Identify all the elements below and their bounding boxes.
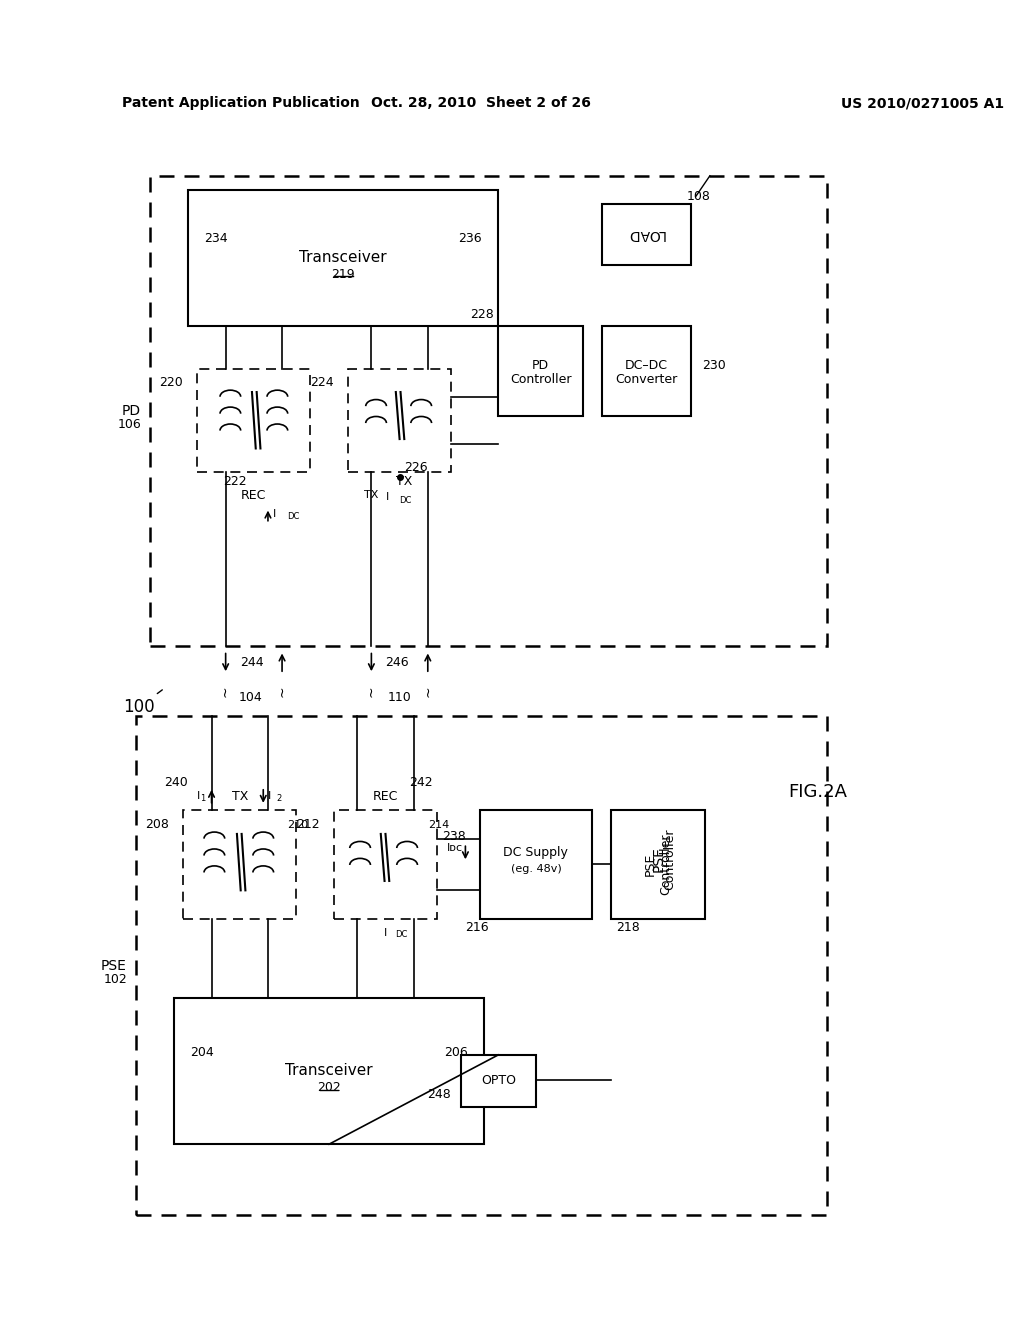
Text: 110: 110 [388,692,412,704]
FancyBboxPatch shape [188,190,499,326]
Text: DC–DC: DC–DC [625,359,668,372]
Text: DC Supply: DC Supply [504,846,568,859]
Text: 1: 1 [200,793,205,803]
Text: Iᴅᴄ: Iᴅᴄ [446,843,463,853]
Text: I: I [197,791,201,801]
Text: PSE: PSE [651,846,666,873]
Text: 226: 226 [404,461,428,474]
Text: 248: 248 [428,1088,452,1101]
Text: Transceiver: Transceiver [299,249,387,265]
Text: I: I [268,791,271,801]
Text: ~: ~ [421,685,435,697]
Text: Patent Application Publication: Patent Application Publication [122,96,360,111]
Text: REC: REC [373,789,398,803]
Text: PD: PD [532,359,549,372]
Text: 108: 108 [686,190,711,203]
Text: 208: 208 [145,818,169,832]
Text: 236: 236 [459,232,482,246]
Text: Transceiver: Transceiver [286,1064,373,1078]
Text: 216: 216 [465,921,489,935]
FancyBboxPatch shape [479,810,592,919]
FancyBboxPatch shape [174,998,484,1144]
Text: TX: TX [231,789,248,803]
Text: 104: 104 [240,692,263,704]
Text: 210: 210 [287,820,308,829]
FancyBboxPatch shape [602,326,691,416]
Text: 240: 240 [165,776,188,789]
Text: ~: ~ [365,685,379,697]
Text: 212: 212 [296,818,319,832]
Text: 102: 102 [103,973,127,986]
Text: LOAD: LOAD [627,227,665,242]
Text: 2: 2 [276,793,282,803]
Text: Oct. 28, 2010  Sheet 2 of 26: Oct. 28, 2010 Sheet 2 of 26 [372,96,591,111]
Text: PSE
Controller: PSE Controller [644,833,672,895]
Text: ~: ~ [219,685,232,697]
Text: PD: PD [122,404,141,418]
Text: FIG.2A: FIG.2A [788,783,848,801]
Text: TX: TX [365,491,379,500]
Text: TX: TX [396,475,413,488]
Text: 100: 100 [123,690,162,715]
Text: Controller: Controller [510,374,571,387]
Text: 238: 238 [442,830,466,843]
Text: 224: 224 [310,376,334,389]
Text: 204: 204 [190,1045,214,1059]
Text: 246: 246 [385,656,410,669]
Text: 202: 202 [317,1081,341,1094]
Text: DC: DC [287,512,299,520]
Text: 222: 222 [223,475,247,488]
FancyBboxPatch shape [499,326,583,416]
Text: REC: REC [242,488,266,502]
Text: Converter: Converter [614,374,677,387]
Text: 228: 228 [470,309,494,322]
Text: 220: 220 [160,376,183,389]
Text: 218: 218 [615,921,640,935]
Text: 242: 242 [409,776,432,789]
Text: ~: ~ [275,685,289,697]
Text: OPTO: OPTO [481,1073,516,1086]
Text: (eg. 48v): (eg. 48v) [511,863,561,874]
Text: 244: 244 [240,656,263,669]
Text: Controller: Controller [663,829,676,890]
Text: 219: 219 [332,268,355,281]
Text: 234: 234 [205,232,228,246]
Text: DC: DC [399,496,412,504]
FancyBboxPatch shape [611,810,706,919]
Text: DC: DC [395,931,408,939]
Text: PSE: PSE [101,958,127,973]
FancyBboxPatch shape [461,1055,536,1106]
Text: 214: 214 [428,820,450,829]
Text: I: I [385,492,389,503]
Text: I: I [384,928,387,937]
Text: 106: 106 [118,418,141,432]
Text: 230: 230 [702,359,726,372]
FancyBboxPatch shape [602,205,691,265]
Text: US 2010/0271005 A1: US 2010/0271005 A1 [842,96,1005,111]
Text: 206: 206 [444,1045,468,1059]
Text: I: I [272,510,275,519]
